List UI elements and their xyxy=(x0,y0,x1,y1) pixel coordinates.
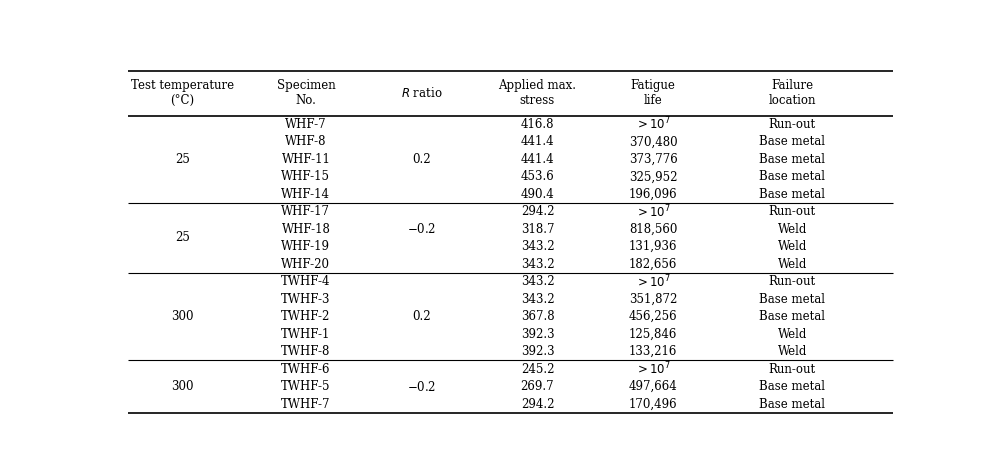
Text: 318.7: 318.7 xyxy=(521,223,554,236)
Text: Base metal: Base metal xyxy=(759,188,826,201)
Text: 370,480: 370,480 xyxy=(628,135,677,148)
Text: 392.3: 392.3 xyxy=(521,328,555,341)
Text: Base metal: Base metal xyxy=(759,397,826,411)
Text: 325,952: 325,952 xyxy=(629,170,677,183)
Text: WHF-18: WHF-18 xyxy=(282,223,331,236)
Text: Run-out: Run-out xyxy=(769,275,816,288)
Text: WHF-14: WHF-14 xyxy=(282,188,331,201)
Text: Weld: Weld xyxy=(778,240,807,253)
Text: TWHF-6: TWHF-6 xyxy=(281,362,331,376)
Text: TWHF-7: TWHF-7 xyxy=(281,397,331,411)
Text: WHF-17: WHF-17 xyxy=(282,205,331,218)
Text: 131,936: 131,936 xyxy=(629,240,677,253)
Text: 196,096: 196,096 xyxy=(628,188,677,201)
Text: Base metal: Base metal xyxy=(759,310,826,323)
Text: Fatigue
life: Fatigue life xyxy=(630,79,675,108)
Text: 490.4: 490.4 xyxy=(521,188,555,201)
Text: $-$0.2: $-$0.2 xyxy=(407,222,436,236)
Text: $R$ ratio: $R$ ratio xyxy=(401,86,442,101)
Text: 392.3: 392.3 xyxy=(521,345,555,358)
Text: 441.4: 441.4 xyxy=(521,153,555,166)
Text: 373,776: 373,776 xyxy=(628,153,677,166)
Text: WHF-7: WHF-7 xyxy=(285,118,327,131)
Text: TWHF-8: TWHF-8 xyxy=(281,345,331,358)
Text: $>10^{7}$: $>10^{7}$ xyxy=(635,203,671,220)
Text: 133,216: 133,216 xyxy=(629,345,677,358)
Text: WHF-15: WHF-15 xyxy=(282,170,331,183)
Text: $-$0.2: $-$0.2 xyxy=(407,379,436,394)
Text: 294.2: 294.2 xyxy=(521,205,554,218)
Text: Run-out: Run-out xyxy=(769,362,816,376)
Text: Run-out: Run-out xyxy=(769,118,816,131)
Text: 453.6: 453.6 xyxy=(521,170,555,183)
Text: WHF-19: WHF-19 xyxy=(282,240,331,253)
Text: 245.2: 245.2 xyxy=(521,362,554,376)
Text: 441.4: 441.4 xyxy=(521,135,555,148)
Text: TWHF-3: TWHF-3 xyxy=(281,293,331,306)
Text: 125,846: 125,846 xyxy=(629,328,677,341)
Text: 456,256: 456,256 xyxy=(628,310,677,323)
Text: Run-out: Run-out xyxy=(769,205,816,218)
Text: 343.2: 343.2 xyxy=(521,293,555,306)
Text: Weld: Weld xyxy=(778,328,807,341)
Text: 351,872: 351,872 xyxy=(629,293,677,306)
Text: 300: 300 xyxy=(171,380,193,393)
Text: 300: 300 xyxy=(171,310,193,323)
Text: TWHF-1: TWHF-1 xyxy=(281,328,331,341)
Text: 367.8: 367.8 xyxy=(521,310,555,323)
Text: 25: 25 xyxy=(175,153,190,166)
Text: Applied max.
stress: Applied max. stress xyxy=(498,79,577,108)
Text: Base metal: Base metal xyxy=(759,135,826,148)
Text: 182,656: 182,656 xyxy=(629,258,677,271)
Text: WHF-8: WHF-8 xyxy=(285,135,327,148)
Text: Base metal: Base metal xyxy=(759,153,826,166)
Text: TWHF-5: TWHF-5 xyxy=(281,380,331,393)
Text: Test temperature
(°C): Test temperature (°C) xyxy=(130,79,234,108)
Text: 25: 25 xyxy=(175,231,190,244)
Text: 269.7: 269.7 xyxy=(521,380,555,393)
Text: 294.2: 294.2 xyxy=(521,397,554,411)
Text: 497,664: 497,664 xyxy=(628,380,677,393)
Text: 343.2: 343.2 xyxy=(521,240,555,253)
Text: TWHF-2: TWHF-2 xyxy=(281,310,331,323)
Text: $>10^{7}$: $>10^{7}$ xyxy=(635,273,671,290)
Text: 0.2: 0.2 xyxy=(412,310,431,323)
Text: $>10^{7}$: $>10^{7}$ xyxy=(635,361,671,378)
Text: Base metal: Base metal xyxy=(759,293,826,306)
Text: Weld: Weld xyxy=(778,258,807,271)
Text: WHF-11: WHF-11 xyxy=(282,153,331,166)
Text: WHF-20: WHF-20 xyxy=(282,258,331,271)
Text: Base metal: Base metal xyxy=(759,380,826,393)
Text: 343.2: 343.2 xyxy=(521,275,555,288)
Text: 0.2: 0.2 xyxy=(412,153,431,166)
Text: $>10^{7}$: $>10^{7}$ xyxy=(635,116,671,133)
Text: Specimen
No.: Specimen No. xyxy=(277,79,336,108)
Text: Failure
location: Failure location xyxy=(769,79,816,108)
Text: Weld: Weld xyxy=(778,345,807,358)
Text: 416.8: 416.8 xyxy=(521,118,554,131)
Text: Base metal: Base metal xyxy=(759,170,826,183)
Text: 343.2: 343.2 xyxy=(521,258,555,271)
Text: 818,560: 818,560 xyxy=(629,223,677,236)
Text: 170,496: 170,496 xyxy=(628,397,677,411)
Text: Weld: Weld xyxy=(778,223,807,236)
Text: TWHF-4: TWHF-4 xyxy=(281,275,331,288)
